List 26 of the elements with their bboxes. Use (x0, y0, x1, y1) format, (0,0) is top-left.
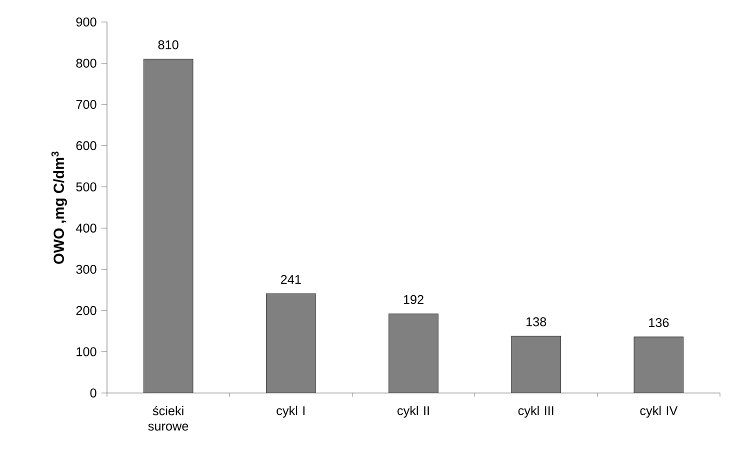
bar (511, 336, 562, 393)
y-tick-label: 400 (76, 224, 96, 233)
bar (634, 336, 684, 393)
data-label: 138 (526, 317, 546, 326)
y-tick-label: 0 (90, 388, 96, 398)
bar (143, 58, 194, 393)
y-axis-title: OWO ,mg C/dm$^{3}$ (51, 152, 67, 264)
y-tick-label: 700 (76, 100, 96, 109)
x-tick-label: cykl II (398, 406, 429, 418)
x-tick-label: ścieki surowe (148, 406, 188, 431)
data-label: 136 (649, 318, 669, 328)
bar (266, 293, 316, 393)
data-label: 192 (404, 295, 424, 304)
y-tick-label: 300 (76, 264, 96, 274)
data-label: 810 (158, 40, 178, 50)
x-tick-label: cykl IV (640, 406, 678, 418)
data-label: 241 (280, 274, 301, 284)
y-tick-label: 600 (76, 141, 96, 150)
y-tick-label: 200 (76, 306, 96, 316)
x-tick-label: cykl I (276, 406, 304, 418)
bar (388, 314, 438, 393)
y-tick-label: 900 (76, 18, 96, 26)
x-tick-label: cykl III (518, 406, 554, 418)
y-tick-label: 800 (76, 58, 96, 68)
y-tick-label: 100 (76, 347, 96, 356)
y-tick-label: 500 (76, 182, 96, 192)
